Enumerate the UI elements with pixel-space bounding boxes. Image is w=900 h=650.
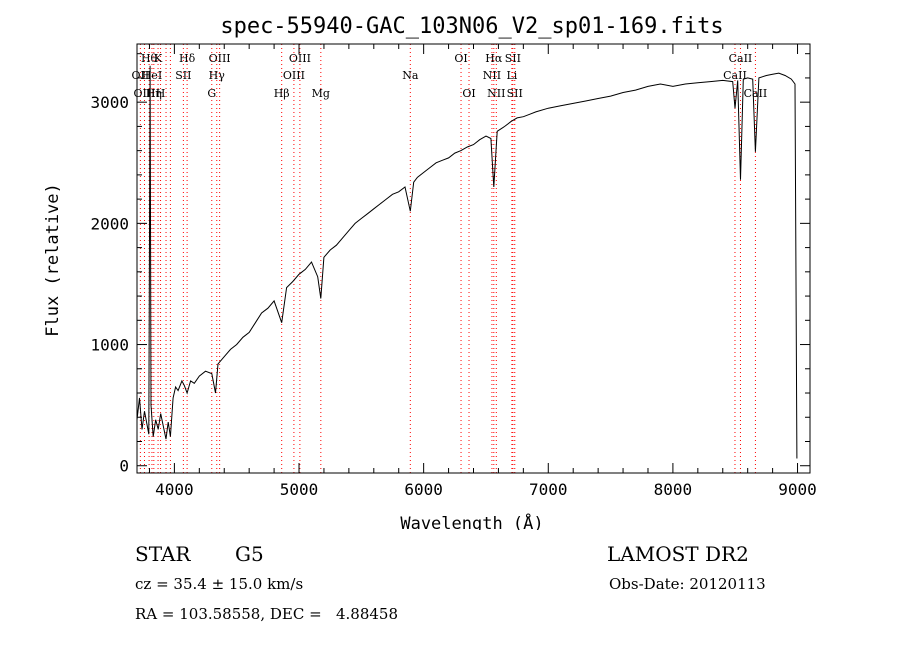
line-marker-label: Hδ — [179, 52, 196, 65]
line-marker-label: SII — [507, 87, 523, 100]
line-marker-label: G — [207, 87, 216, 100]
line-marker-label: Na — [402, 69, 419, 82]
line-marker-label: Hβ — [274, 87, 290, 100]
y-tick-label: 1000 — [90, 336, 129, 355]
x-tick-label: 4000 — [155, 480, 194, 499]
line-marker-label: K — [154, 52, 163, 65]
y-axis-ticks: 0 1000 2000 3000 — [90, 53, 810, 476]
x-tick-label: 9000 — [778, 480, 817, 499]
line-marker-label: Hα — [485, 52, 503, 65]
line-marker-label: Hγ — [209, 69, 226, 82]
line-markers — [139, 44, 756, 473]
line-marker-label: HeI — [142, 69, 162, 82]
x-axis-label: Wavelength (Å) — [400, 512, 543, 530]
spectrum-chart: spec-55940-GAC_103N06_V2_sp01-169.fits O… — [43, 14, 817, 530]
chart-title: spec-55940-GAC_103N06_V2_sp01-169.fits — [220, 14, 723, 39]
line-marker-label: CaII — [729, 52, 753, 65]
spectrum-line — [136, 65, 798, 459]
y-tick-label: 3000 — [90, 93, 129, 112]
line-marker-label: Li — [506, 69, 517, 82]
line-marker-label: CaII — [744, 87, 768, 100]
spectral-class: STAR — [135, 542, 191, 566]
line-marker-label: OII — [132, 69, 150, 82]
line-marker-label: NII — [483, 69, 501, 82]
coordinates: RA = 103.58558, DEC = 4.88458 — [135, 605, 399, 623]
x-tick-label: 6000 — [404, 480, 443, 499]
line-marker-label: H — [156, 87, 166, 100]
line-marker-label: Hθ — [141, 52, 158, 65]
line-marker-label: SII — [175, 69, 191, 82]
y-tick-label: 2000 — [90, 214, 129, 233]
y-tick-label: 0 — [119, 457, 129, 476]
observation-date: Obs-Date: 20120113 — [609, 575, 766, 593]
redshift-velocity: cz = 35.4 ± 15.0 km/s — [135, 575, 304, 593]
spectral-subclass: G5 — [235, 542, 264, 566]
line-marker-label: OI — [454, 52, 467, 65]
x-tick-label: 8000 — [654, 480, 693, 499]
survey-name: LAMOST DR2 — [607, 542, 749, 566]
line-marker-label: OIII — [283, 69, 305, 82]
line-marker-label: CaII — [723, 69, 747, 82]
line-marker-label: SII — [505, 52, 521, 65]
y-axis-label: Flux (relative) — [43, 183, 63, 337]
x-tick-label: 7000 — [529, 480, 568, 499]
line-marker-label: OI — [462, 87, 475, 100]
plot-frame — [136, 43, 811, 474]
line-labels: OIIOIIIHθHeIHηKHSIIHδGHγOIIIHβOIIIOIIIMg… — [132, 52, 768, 100]
line-marker-label: OIII — [209, 52, 231, 65]
x-tick-label: 5000 — [280, 480, 319, 499]
line-marker-label: NII — [487, 87, 505, 100]
x-axis-ticks: 4000 5000 6000 7000 8000 9000 — [148, 44, 817, 499]
line-marker-label: OIII — [289, 52, 311, 65]
line-marker-label: Mg — [312, 87, 330, 100]
